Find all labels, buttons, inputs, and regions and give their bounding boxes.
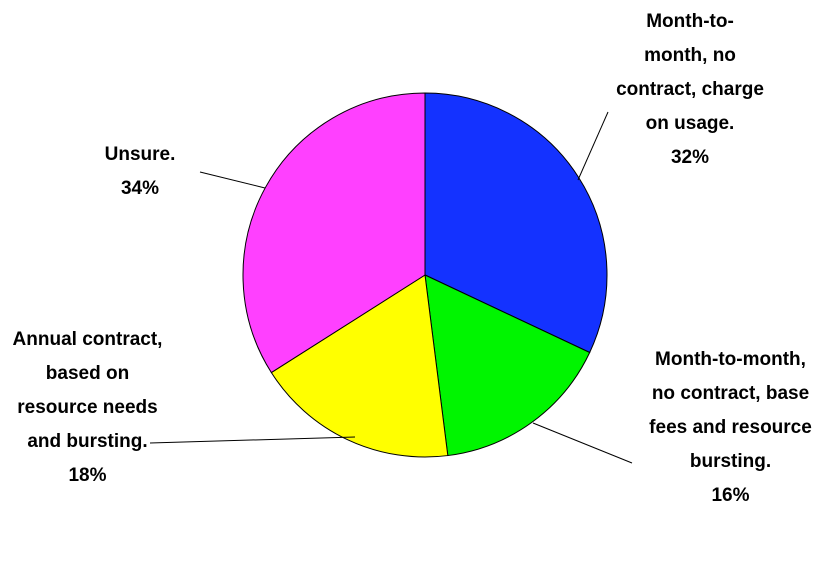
category-label: Month-to-month, no contract, charge on u… [616,11,764,134]
category-label: Unsure. [104,144,176,165]
slice-label: Annual contract, based on resource needs… [5,323,170,493]
category-label: Annual contract, based on resource needs… [12,329,163,452]
leader-line [149,436,356,444]
leader-line [577,111,609,181]
pie-slice [424,274,591,457]
value-label: 18% [68,465,107,486]
leader-line [199,171,266,189]
slice-label: Month-to-month, no contract, base fees a… [648,343,813,513]
slice-label: Month-to-month, no contract, charge on u… [615,5,765,175]
category-label: Month-to-month, no contract, base fees a… [649,349,812,472]
value-label: 32% [670,147,710,168]
pie-slice [270,274,449,458]
value-label: 34% [120,178,160,199]
value-label: 16% [711,485,750,506]
leader-line [532,422,633,464]
pie-slice [242,92,426,374]
slice-label: Unsure. 34% [75,138,205,206]
